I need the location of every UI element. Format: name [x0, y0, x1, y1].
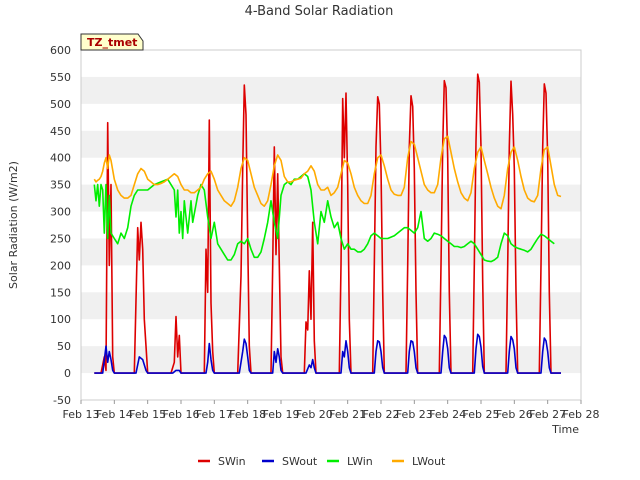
- y-tick-label: -50: [53, 394, 71, 407]
- grid-band: [81, 184, 581, 212]
- grid-band: [81, 238, 581, 266]
- y-tick-label: 400: [50, 152, 71, 165]
- series-lines: [93, 73, 562, 374]
- series-line-swout: [94, 333, 561, 374]
- series-line-swin: [94, 73, 561, 374]
- x-tick-label: Feb 21: [329, 408, 366, 421]
- grid-band: [81, 76, 581, 104]
- plot-area-border: [80, 49, 582, 401]
- y-tick-label: 50: [57, 340, 71, 353]
- series-line-lwout: [93, 135, 562, 210]
- y-tick-label: 550: [50, 71, 71, 84]
- y-tick-label: 0: [64, 367, 71, 380]
- series-line-lwin: [93, 173, 555, 263]
- x-tick-label: Feb 13: [63, 408, 100, 421]
- x-tick-label: Feb 16: [163, 408, 200, 421]
- annotation-badge: TZ_tmet: [80, 33, 144, 51]
- chart-title: 4-Band Solar Radiation: [245, 4, 394, 19]
- y-tick-label: 300: [50, 206, 71, 219]
- grid-bands: [81, 76, 581, 374]
- x-tick-label: Feb 28: [563, 408, 600, 421]
- y-tick-label: 200: [50, 259, 71, 272]
- legend-label-lwout: LWout: [412, 455, 446, 468]
- x-tick-label: Feb 22: [363, 408, 400, 421]
- y-axis-label: Solar Radiation (W/m2): [7, 161, 20, 289]
- x-tick-label: Feb 24: [429, 408, 466, 421]
- grid-band: [81, 130, 581, 158]
- x-tick-label: Feb 18: [229, 408, 266, 421]
- annotation-label: TZ_tmet: [87, 36, 137, 49]
- y-tick-label: 600: [50, 44, 71, 57]
- x-tick-label: Feb 15: [129, 408, 166, 421]
- y-tick-label: 100: [50, 313, 71, 326]
- legend-label-lwin: LWin: [347, 455, 373, 468]
- legend-label-swin: SWin: [218, 455, 246, 468]
- y-axis-ticks: -50 0 50 100 150 200 250 300 350 400 450 500 550 600: [50, 44, 71, 407]
- y-tick-label: 350: [50, 179, 71, 192]
- y-tick-label: 250: [50, 232, 71, 245]
- x-tick-label: Feb 25: [463, 408, 500, 421]
- x-tick-label: Feb 27: [529, 408, 566, 421]
- x-tick-label: Feb 20: [296, 408, 333, 421]
- legend-label-swout: SWout: [282, 455, 318, 468]
- y-tick-label: 450: [50, 125, 71, 138]
- legend: SWin SWout LWin LWout: [198, 455, 446, 468]
- x-tick-label: Feb 26: [496, 408, 533, 421]
- grid-band: [81, 292, 581, 320]
- y-tick-label: 150: [50, 286, 71, 299]
- x-axis-label: Time: [551, 423, 579, 436]
- x-tick-label: Feb 17: [196, 408, 233, 421]
- x-tick-label: Feb 23: [396, 408, 433, 421]
- x-tick-label: Feb 14: [96, 408, 133, 421]
- x-tick-label: Feb 19: [263, 408, 300, 421]
- grid-band: [81, 346, 581, 374]
- y-tick-label: 500: [50, 98, 71, 111]
